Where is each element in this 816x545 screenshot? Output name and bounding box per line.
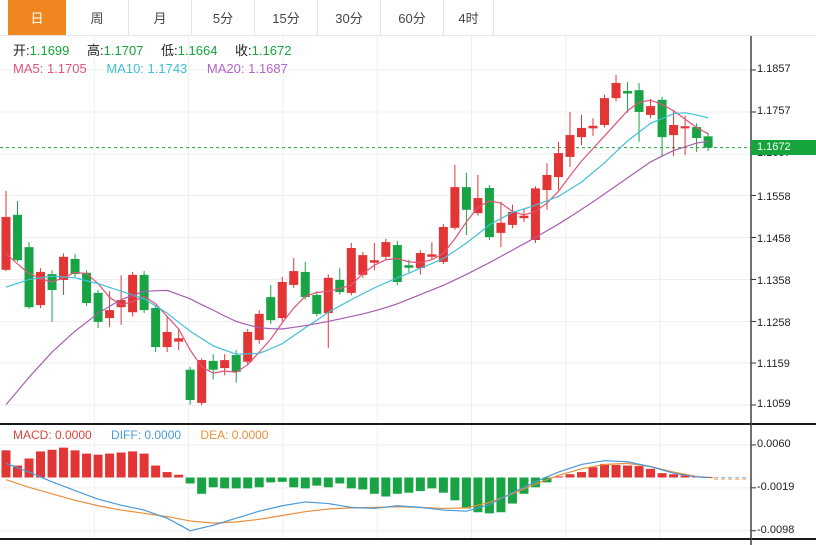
ohlc-legend: 开:1.1699 高:1.1707 低:1.1664 收:1.1672 xyxy=(13,40,305,59)
ma-legend: MA5: 1.1705 MA10: 1.1743 MA20: 1.1687 xyxy=(13,61,288,76)
low-value: 1.1664 xyxy=(177,43,218,58)
macd-value: MACD: 0.0000 xyxy=(13,428,92,442)
tab-60min[interactable]: 60分 xyxy=(381,0,444,35)
tab-15min[interactable]: 15分 xyxy=(255,0,318,35)
tab-5min[interactable]: 5分 xyxy=(192,0,255,35)
y-axis-label: 1.1558 xyxy=(757,191,791,203)
macd-axis-label: -0.0019 xyxy=(757,481,795,493)
high-label: 高: xyxy=(87,43,104,58)
y-axis-label: 1.1857 xyxy=(757,63,791,75)
macd-legend: MACD: 0.0000 DIFF: 0.0000 DEA: 0.0000 xyxy=(13,428,268,442)
ma10-value: MA10: 1.1743 xyxy=(106,61,188,76)
tab-30min[interactable]: 30分 xyxy=(318,0,381,35)
macd-axis-label: -0.0098 xyxy=(757,524,795,536)
open-label: 开: xyxy=(13,43,30,58)
ma20-value: MA20: 1.1687 xyxy=(206,61,288,76)
y-axis-label: 1.1258 xyxy=(757,317,791,329)
ma5-value: MA5: 1.1705 xyxy=(13,61,87,76)
dea-value: DEA: 0.0000 xyxy=(200,428,269,442)
y-axis-label: 1.1159 xyxy=(757,358,790,370)
current-price-badge: 1.1672 xyxy=(751,140,816,155)
timeframe-toolbar: 日 周 月 5分 15分 30分 60分 4时 xyxy=(0,0,816,36)
tab-4hour[interactable]: 4时 xyxy=(444,0,494,35)
close-label: 收: xyxy=(235,43,252,58)
tab-month[interactable]: 月 xyxy=(129,0,192,35)
y-axis-label: 1.1358 xyxy=(757,275,791,287)
open-value: 1.1699 xyxy=(29,43,70,58)
diff-value: DIFF: 0.0000 xyxy=(111,428,182,442)
low-label: 低: xyxy=(161,43,178,58)
high-value: 1.1707 xyxy=(103,43,144,58)
close-value: 1.1672 xyxy=(251,43,292,58)
y-axis-label: 1.1757 xyxy=(757,105,791,117)
macd-axis-label: 0.0060 xyxy=(757,438,791,450)
y-axis-label: 1.1458 xyxy=(757,233,791,245)
tab-day[interactable]: 日 xyxy=(8,0,66,35)
y-axis-label: 1.1059 xyxy=(757,398,791,410)
tab-week[interactable]: 周 xyxy=(66,0,129,35)
